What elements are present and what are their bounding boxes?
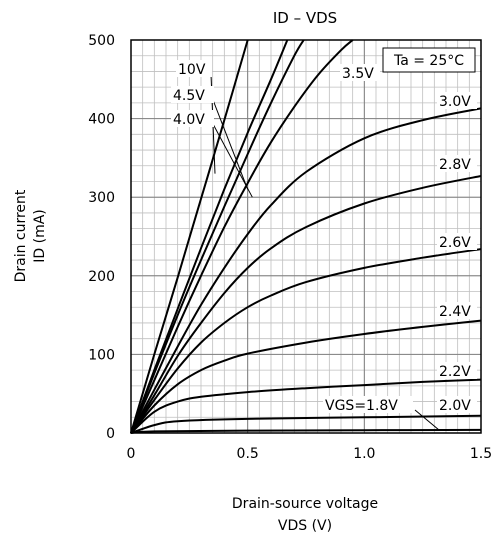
y-tick-label: 400: [88, 112, 115, 128]
y-axis-ticks: 0 100 200 300 400 500: [88, 33, 115, 442]
ambient-temperature-box: Ta = 25°C: [382, 47, 476, 73]
series-label-2-4v: 2.4V: [439, 304, 471, 320]
series-label-3-5v: 3.5V: [342, 66, 374, 82]
series-label-10v: 10V: [178, 62, 206, 78]
series-line-10: [130, 39, 249, 434]
series-line-5: [130, 175, 482, 434]
series-label-2-2v: 2.2V: [439, 364, 471, 380]
x-tick-label: 1.0: [353, 446, 375, 462]
y-axis-label-line2: ID (mA): [32, 209, 48, 263]
series-line-8: [130, 39, 305, 434]
series-label-2-8v: 2.8V: [439, 157, 471, 173]
series-lines: [130, 39, 482, 434]
label-bg-2-4v: [437, 302, 477, 319]
y-tick-label: 300: [88, 190, 115, 206]
series-line-2: [130, 378, 482, 434]
label-bg-3-0v: [437, 92, 477, 109]
label-bg-3-5v: [340, 64, 380, 81]
series-label-4-0v: 4.0V: [173, 112, 205, 128]
y-tick-label: 500: [88, 33, 115, 49]
x-tick-label: 1.5: [470, 446, 492, 462]
series-label-3-0v: 3.0V: [439, 94, 471, 110]
series-line-1: [130, 414, 482, 434]
label-bg-2-2v: [437, 362, 477, 379]
y-tick-label: 0: [106, 426, 115, 442]
label-bg-2-0v: [437, 396, 477, 413]
series-label-4-5v: 4.5V: [173, 88, 205, 104]
annotation-box: [382, 47, 476, 73]
annotation-text: Ta = 25°C: [393, 53, 464, 69]
leader-line: [212, 123, 253, 198]
leader-line: [414, 409, 440, 431]
label-leader-lines: [210, 73, 440, 431]
x-tick-label: 0.5: [237, 446, 259, 462]
series-label-2-6v: 2.6V: [439, 235, 471, 251]
x-axis-ticks: 0 0.5 1.0 1.5: [127, 446, 493, 462]
y-axis-label-line1: Drain current: [13, 189, 29, 282]
label-bg-2-8v: [437, 155, 477, 172]
label-bg-2-6v: [437, 233, 477, 250]
series-line-9: [130, 39, 289, 434]
label-bg-4-0v: [171, 110, 214, 127]
leader-line: [212, 99, 249, 190]
x-axis-label-line1: Drain-source voltage: [232, 496, 378, 512]
series-line-4: [130, 248, 482, 434]
plot-frame: [130, 39, 482, 434]
x-tick-label: 0: [127, 446, 136, 462]
series-line-7: [130, 39, 354, 434]
series-line-6: [130, 107, 482, 434]
x-axis-label-line2: VDS (V): [278, 518, 332, 534]
series-line-0: [130, 428, 482, 434]
label-bg-10v: [176, 60, 212, 77]
label-bg-vgs-1-8v: [323, 396, 413, 413]
series-labels: 10V 4.5V 4.0V 3.5V 3.0V 2.8V 2.6V 2.4V 2…: [171, 60, 477, 414]
y-tick-label: 200: [88, 269, 115, 285]
y-tick-label: 100: [88, 347, 115, 363]
series-label-vgs-1-8v: VGS=1.8V: [325, 398, 398, 414]
label-bg-4-5v: [171, 86, 214, 103]
series-label-2-0v: 2.0V: [439, 398, 471, 414]
series-line-3: [130, 319, 482, 434]
chart-title: ID – VDS: [273, 9, 337, 27]
